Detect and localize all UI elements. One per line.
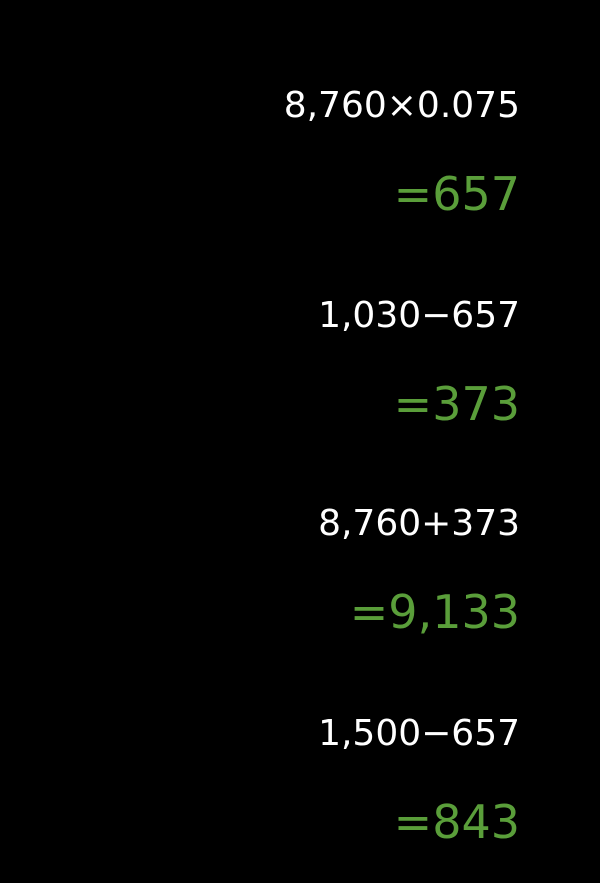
history-expression[interactable]: 8,760+373 <box>318 503 520 544</box>
history-result[interactable]: =9,133 <box>349 585 520 639</box>
history-entry[interactable]: 8,760×0.075 =657 <box>283 85 520 221</box>
history-entry[interactable]: 8,760+373 =9,133 <box>318 503 520 639</box>
history-entry[interactable]: 1,500−657 =843 <box>318 713 520 849</box>
history-entry[interactable]: 1,030−657 =373 <box>318 295 520 431</box>
history-result[interactable]: =843 <box>393 795 520 849</box>
history-expression[interactable]: 1,500−657 <box>318 713 520 754</box>
history-result[interactable]: =657 <box>393 167 520 221</box>
history-expression[interactable]: 8,760×0.075 <box>283 85 520 126</box>
history-result[interactable]: =373 <box>393 377 520 431</box>
history-expression[interactable]: 1,030−657 <box>318 295 520 336</box>
